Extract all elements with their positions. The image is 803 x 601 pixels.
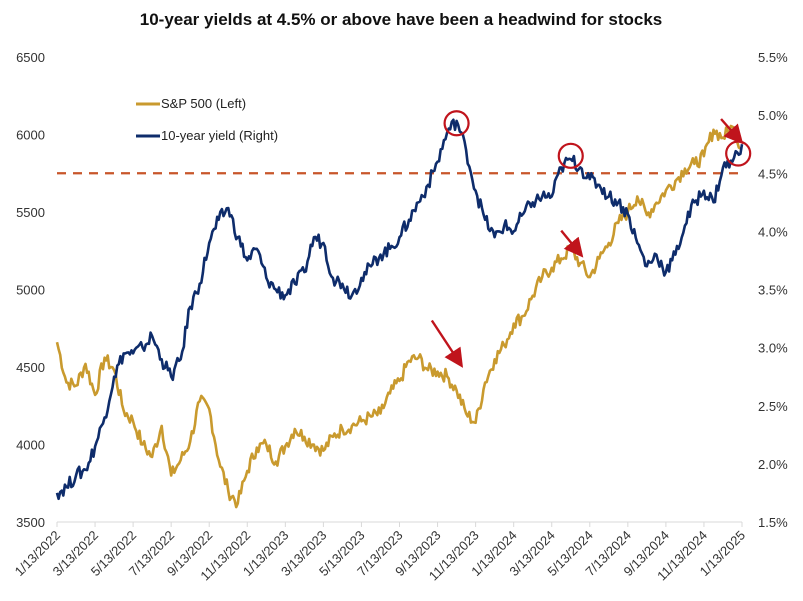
annotation-circle <box>557 142 584 169</box>
y-left-tick-label: 6000 <box>16 128 45 143</box>
x-axis: 1/13/20223/13/20225/13/20227/13/20229/13… <box>12 521 748 583</box>
y-right-tick-label: 4.5% <box>758 166 788 181</box>
y-axis-left: 3500 4000 4500 5000 5500 6000 6500 <box>16 50 45 530</box>
annotation-arrow <box>430 319 464 368</box>
y-right-tick-label: 3.0% <box>758 341 788 356</box>
series-group <box>55 118 744 509</box>
legend-label-10yr: 10-year yield (Right) <box>161 128 278 143</box>
y-right-tick-label: 3.5% <box>758 283 788 298</box>
y-right-tick-label: 5.5% <box>758 50 788 65</box>
y-right-tick-label: 1.5% <box>758 515 788 530</box>
y-left-tick-label: 6500 <box>16 50 45 65</box>
legend-label-sp500: S&P 500 (Left) <box>161 96 246 111</box>
chart-title: 10-year yields at 4.5% or above have bee… <box>140 10 663 29</box>
y-left-tick-label: 3500 <box>16 515 45 530</box>
y-right-tick-label: 2.0% <box>758 457 788 472</box>
series-line-10yr <box>55 118 744 501</box>
y-left-tick-label: 4000 <box>16 438 45 453</box>
y-left-tick-label: 5500 <box>16 205 45 220</box>
legend: S&P 500 (Left) 10-year yield (Right) <box>136 96 278 143</box>
y-right-tick-label: 5.0% <box>758 108 788 123</box>
annotation-circle <box>443 110 470 137</box>
annotation-arrow <box>720 118 744 145</box>
y-left-tick-label: 4500 <box>16 360 45 375</box>
annotation-arrow <box>560 229 584 258</box>
y-right-tick-label: 4.0% <box>758 224 788 239</box>
series-line-sp500 <box>55 124 742 509</box>
y-left-tick-label: 5000 <box>16 283 45 298</box>
annotations <box>430 110 752 368</box>
y-right-tick-label: 2.5% <box>758 399 788 414</box>
y-axis-right: 1.5% 2.0% 2.5% 3.0% 3.5% 4.0% 4.5% 5.0% 5.5% <box>758 50 788 530</box>
